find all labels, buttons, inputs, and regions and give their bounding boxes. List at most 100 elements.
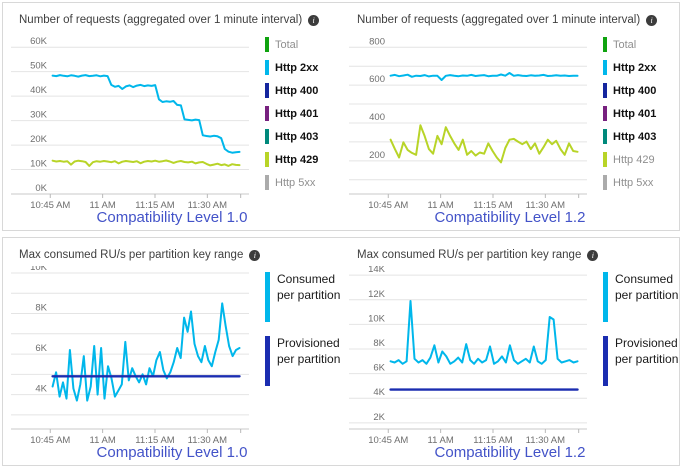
legend-label: Http 5xx [613, 176, 654, 189]
chart-block-ru-compat-10: Max consumed RU/s per partition key rang… [3, 238, 341, 465]
legend-swatch [265, 152, 269, 167]
info-icon[interactable]: i [587, 249, 599, 261]
y-axis-label: 6K [35, 343, 47, 354]
y-axis-label: 600 [369, 74, 385, 85]
legend-item-http-5xx[interactable]: Http 5xx [265, 175, 341, 190]
x-axis-label: 11:15 AM [473, 435, 513, 444]
y-axis-label: 0K [35, 183, 47, 194]
legend-item-http-2xx[interactable]: Http 2xx [265, 60, 341, 75]
chart-ru-compat-12[interactable]: 2K 4K 6K 8K 10K 12K 14K 10:45 AM 11 AM 11:15 AM 11… [341, 266, 593, 444]
x-axis-label: 11:30 AM [526, 435, 566, 444]
chart-block-requests-compat-12: Number of requests (aggregated over 1 mi… [341, 3, 679, 230]
legend-item-http-429[interactable]: Http 429 [603, 152, 679, 167]
legend-item-http-5xx[interactable]: Http 5xx [603, 175, 679, 190]
legend-swatch [603, 152, 607, 167]
legend: Consumed per partition Provisioned per pa… [255, 266, 341, 444]
panel-requests: Number of requests (aggregated over 1 mi… [2, 2, 680, 231]
info-icon[interactable]: i [646, 14, 658, 26]
legend: Total Http 2xx Http 400 Http 401 Http 403 Htt… [255, 31, 341, 209]
y-axis-label: 12K [368, 289, 386, 300]
legend-item-http-400[interactable]: Http 400 [603, 83, 679, 98]
chart-requests-compat-10[interactable]: 0K 10K 20K 30K 40K 50K 60K 10:45 AM 11 AM 11:15 A… [3, 31, 255, 209]
x-axis-label: 11 AM [428, 200, 454, 209]
chart-requests-compat-12[interactable]: 200 400 600 800 10:45 AM 11 AM 11:15 AM 11:30 A… [341, 31, 593, 209]
y-axis-label: 10K [368, 313, 386, 324]
legend-swatch [265, 129, 269, 144]
y-axis-label: 6K [373, 363, 385, 374]
legend-label: Http 5xx [275, 176, 316, 189]
legend-label: Consumed per partition [277, 272, 341, 302]
chart-block-requests-compat-10: Number of requests (aggregated over 1 mi… [3, 3, 341, 230]
y-axis-label: 8K [35, 303, 47, 314]
x-axis-label: 10:45 AM [368, 200, 408, 209]
info-icon[interactable]: i [249, 249, 261, 261]
legend-label: Http 400 [613, 84, 657, 97]
chart-title: Number of requests (aggregated over 1 mi… [357, 14, 641, 26]
chart-caption: Compatibility Level 1.0 [96, 444, 248, 461]
y-axis-label: 14K [368, 266, 386, 275]
legend-label: Http 2xx [613, 61, 657, 74]
legend-label: Http 429 [613, 153, 655, 166]
panel-ru-consumption: Max consumed RU/s per partition key rang… [2, 237, 680, 466]
chart-ru-compat-10[interactable]: 4K 6K 8K 10K 10:45 AM 11 AM 11:15 AM 11:30 AM [3, 266, 255, 444]
series-http-2xx [389, 72, 579, 81]
chart-title-row: Number of requests (aggregated over 1 mi… [3, 3, 341, 31]
chart-title: Max consumed RU/s per partition key rang… [357, 249, 582, 261]
legend: Consumed per partition Provisioned per pa… [593, 266, 679, 444]
legend-item-http-400[interactable]: Http 400 [265, 83, 341, 98]
chart-body: 200 400 600 800 10:45 AM 11 AM 11:15 AM 11:30 A… [341, 31, 679, 209]
legend-label: Http 429 [275, 153, 319, 166]
legend-item-http-401[interactable]: Http 401 [265, 106, 341, 121]
y-axis-label: 60K [30, 36, 48, 47]
series-http-429 [389, 124, 579, 164]
chart-body: 0K 10K 20K 30K 40K 50K 60K 10:45 AM 11 AM 11:15 A… [3, 31, 341, 209]
legend-item-http-403[interactable]: Http 403 [265, 129, 341, 144]
legend-item-consumed-per-partition[interactable]: Consumed per partition [603, 272, 679, 322]
chart-title-row: Number of requests (aggregated over 1 mi… [341, 3, 679, 31]
legend-swatch [603, 175, 607, 190]
chart-caption: Compatibility Level 1.0 [96, 209, 248, 226]
x-axis-label: 11:15 AM [135, 200, 175, 209]
y-axis-label: 30K [30, 110, 48, 121]
legend-swatch [265, 106, 269, 121]
chart-body: 2K 4K 6K 8K 10K 12K 14K 10:45 AM 11 AM 11:15 AM 11… [341, 266, 679, 444]
legend-item-http-429[interactable]: Http 429 [265, 152, 341, 167]
legend-label: Consumed per partition [615, 272, 679, 302]
x-axis-label: 11 AM [90, 435, 116, 444]
legend-item-http-403[interactable]: Http 403 [603, 129, 679, 144]
legend-item-total[interactable]: Total [265, 37, 341, 52]
series-http-429 [51, 159, 241, 167]
legend-swatch [265, 83, 269, 98]
legend-label: Provisioned per partition [277, 336, 341, 366]
legend-swatch [603, 37, 607, 52]
info-icon[interactable]: i [308, 14, 320, 26]
y-axis-label: 20K [30, 134, 48, 145]
legend-label: Http 400 [275, 84, 319, 97]
legend-item-total[interactable]: Total [603, 37, 679, 52]
chart-title-row: Max consumed RU/s per partition key rang… [3, 238, 341, 266]
y-axis-label: 4K [35, 384, 47, 395]
y-axis-label: 50K [30, 61, 48, 72]
legend-swatch [603, 336, 608, 386]
series-consumed-per-partition [51, 302, 241, 402]
legend-item-provisioned-per-partition[interactable]: Provisioned per partition [265, 336, 341, 386]
y-axis-label: 4K [373, 387, 385, 398]
legend-label: Http 403 [613, 130, 657, 143]
legend-item-http-2xx[interactable]: Http 2xx [603, 60, 679, 75]
legend-swatch [265, 37, 269, 52]
y-axis-label: 40K [30, 85, 48, 96]
legend-label: Http 2xx [275, 61, 319, 74]
legend-item-consumed-per-partition[interactable]: Consumed per partition [265, 272, 341, 322]
y-axis-label: 800 [369, 36, 385, 47]
x-axis-label: 11:30 AM [188, 200, 228, 209]
x-axis-label: 10:45 AM [30, 200, 70, 209]
legend-swatch [265, 60, 269, 75]
legend-swatch [265, 175, 269, 190]
legend-label: Total [275, 38, 299, 51]
legend-item-http-401[interactable]: Http 401 [603, 106, 679, 121]
legend-item-provisioned-per-partition[interactable]: Provisioned per partition [603, 336, 679, 386]
chart-caption: Compatibility Level 1.2 [434, 209, 586, 226]
legend-swatch [265, 336, 270, 386]
chart-caption: Compatibility Level 1.2 [434, 444, 586, 461]
